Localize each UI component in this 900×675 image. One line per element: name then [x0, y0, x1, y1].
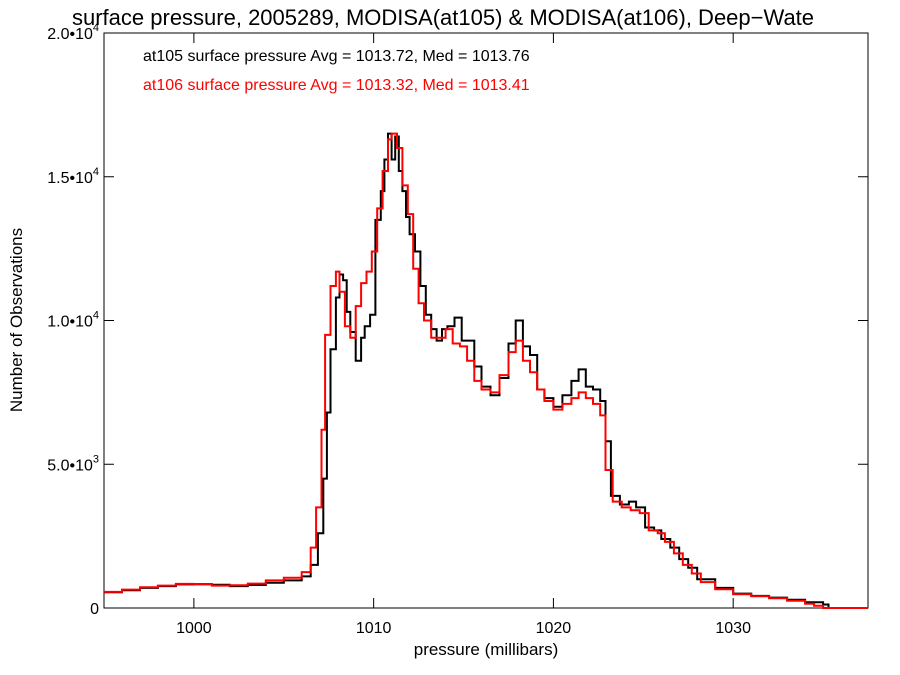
series-at105-line — [104, 132, 868, 609]
y-axis-label: Number of Observations — [7, 228, 26, 412]
plot-frame — [103, 32, 869, 609]
y-tick-label: 5.0•103 — [47, 453, 99, 474]
x-axis-label: pressure (millibars) — [414, 640, 559, 659]
y-tick-label: 1.5•104 — [47, 166, 99, 187]
y-tick-label: 0 — [90, 601, 99, 618]
y-tick-label: 1.0•104 — [47, 310, 99, 331]
legend-entry-at105: at105 surface pressure Avg = 1013.72, Me… — [143, 48, 530, 65]
y-axis-ticks: 0 5.0•103 1.0•104 1.5•104 2.0•104 — [47, 22, 868, 618]
legend-entry-at106: at106 surface pressure Avg = 1013.32, Me… — [143, 77, 530, 94]
series-at106-line — [104, 132, 868, 609]
x-axis-ticks: 1000 1010 1020 1030 — [176, 33, 751, 637]
x-tick-label: 1020 — [536, 620, 572, 637]
y-tick-label: 2.0•104 — [47, 22, 99, 43]
x-tick-label: 1000 — [176, 620, 212, 637]
x-tick-label: 1010 — [356, 620, 392, 637]
chart-title: surface pressure, 2005289, MODISA(at105)… — [72, 5, 814, 30]
series-group — [104, 132, 868, 609]
x-tick-label: 1030 — [715, 620, 751, 637]
